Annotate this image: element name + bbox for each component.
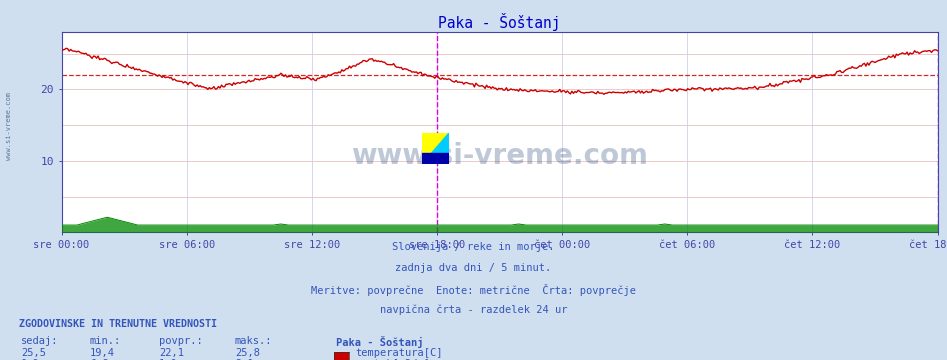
Text: Meritve: povprečne  Enote: metrične  Črta: povprečje: Meritve: povprečne Enote: metrične Črta:… [311,284,636,296]
Text: zadnja dva dni / 5 minut.: zadnja dva dni / 5 minut. [396,263,551,273]
Text: www.si-vreme.com: www.si-vreme.com [7,92,12,160]
Polygon shape [422,153,449,164]
Text: navpična črta - razdelek 24 ur: navpična črta - razdelek 24 ur [380,305,567,315]
Text: Paka - Šoštanj: Paka - Šoštanj [336,336,423,348]
Text: Slovenija / reke in morje.: Slovenija / reke in morje. [392,242,555,252]
Text: sedaj:: sedaj: [21,336,59,346]
Text: min.:: min.: [90,336,121,346]
Text: 22,1: 22,1 [159,348,184,358]
Title: Paka - Šoštanj: Paka - Šoštanj [438,13,561,31]
Polygon shape [422,133,449,164]
Text: povpr.:: povpr.: [159,336,203,346]
Text: 0,8: 0,8 [90,359,109,360]
Text: 0,9: 0,9 [21,359,40,360]
Text: temperatura[C]: temperatura[C] [355,348,442,358]
Text: 25,5: 25,5 [21,348,45,358]
Text: pretok[m3/s]: pretok[m3/s] [355,359,430,360]
Text: 2,1: 2,1 [235,359,254,360]
Text: 19,4: 19,4 [90,348,115,358]
Text: ZGODOVINSKE IN TRENUTNE VREDNOSTI: ZGODOVINSKE IN TRENUTNE VREDNOSTI [19,319,217,329]
Text: 1,0: 1,0 [159,359,178,360]
Text: 25,8: 25,8 [235,348,259,358]
Polygon shape [422,133,449,164]
Text: maks.:: maks.: [235,336,273,346]
Text: www.si-vreme.com: www.si-vreme.com [351,142,648,170]
